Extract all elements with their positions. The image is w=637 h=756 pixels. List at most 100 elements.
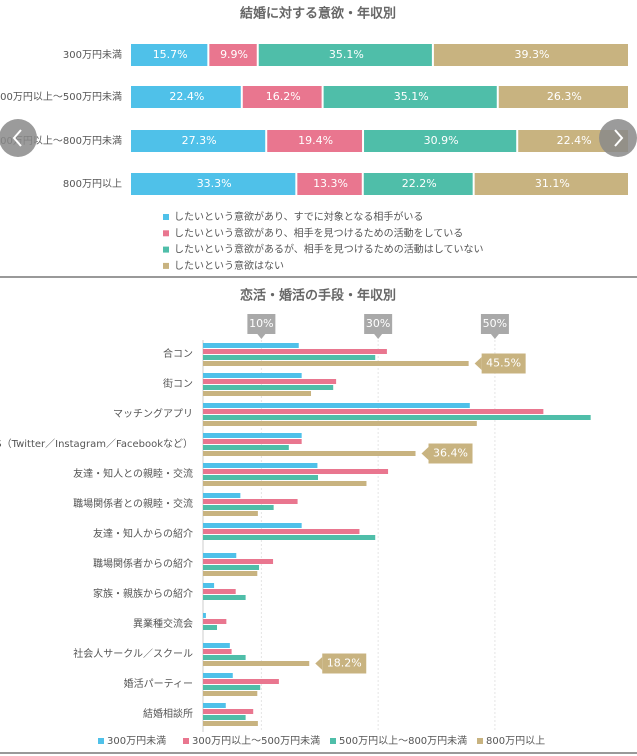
y-tick-label: SNS（Twitter／Instagram／Facebookなど） (0, 438, 193, 450)
bar (203, 625, 218, 630)
legend-label: 800万円以上 (486, 735, 545, 747)
next-button[interactable] (599, 119, 637, 157)
bar (203, 655, 246, 660)
value-label: 45.5% (486, 357, 521, 370)
bar-segment (433, 44, 628, 66)
value-label: 22.4% (169, 90, 204, 103)
bar (203, 373, 302, 378)
value-label: 31.1% (535, 177, 570, 190)
legend-swatch (477, 738, 483, 744)
bar (203, 391, 312, 396)
value-label: 16.2% (266, 90, 301, 103)
x-tick-label: 30% (366, 317, 390, 330)
legend-swatch (183, 738, 189, 744)
bar (203, 439, 302, 444)
y-tick-label: 異業種交流会 (133, 617, 193, 630)
bar (203, 685, 261, 690)
legend-label: 300万円未満 (107, 735, 166, 747)
bar-segment (258, 44, 432, 66)
value-label: 22.4% (557, 134, 592, 147)
value-label: 27.3% (182, 134, 217, 147)
bar (203, 619, 227, 624)
legend-swatch (163, 262, 169, 269)
y-tick-label: 婚活パーティー (124, 677, 193, 690)
bar (203, 553, 237, 558)
value-label: 22.2% (402, 177, 437, 190)
bar (203, 445, 289, 450)
value-label: 13.3% (313, 177, 348, 190)
callout-pointer (315, 657, 323, 670)
bar-segment (363, 173, 473, 195)
y-tick-label: 街コン (163, 377, 193, 390)
y-tick-label: 友達・知人との親睦・交流 (73, 467, 193, 480)
bar (203, 535, 376, 540)
value-label: 15.7% (153, 48, 188, 61)
bar-segment (474, 173, 628, 195)
legend-swatch (98, 738, 104, 744)
bar (203, 403, 470, 408)
bar-segment (209, 44, 257, 66)
value-label: 19.4% (298, 134, 333, 147)
callout-box (481, 353, 526, 374)
bar (203, 703, 226, 708)
bar (203, 559, 274, 564)
bar (203, 721, 258, 726)
legend-swatch (163, 246, 169, 253)
bar-segment (267, 130, 363, 152)
bar (203, 673, 233, 678)
bar-segment (498, 86, 628, 108)
value-label: 33.3% (197, 177, 232, 190)
bar-segment (297, 173, 362, 195)
value-label: 36.4% (433, 447, 468, 460)
y-tick-label: 職場関係者からの紹介 (93, 557, 193, 570)
value-label: 26.3% (547, 90, 582, 103)
bar (203, 355, 376, 360)
bar-segment (323, 86, 497, 108)
y-tick-label: 300万円未満 (63, 49, 122, 61)
y-tick-label: 合コン (163, 347, 193, 360)
bar (203, 583, 215, 588)
callout-box (322, 653, 367, 674)
bar-segment (242, 86, 322, 108)
bar (203, 361, 469, 366)
y-tick-label: 結婚相談所 (143, 707, 193, 720)
x-tick-box (480, 314, 509, 334)
value-label: 35.1% (329, 48, 364, 61)
bar (203, 565, 260, 570)
x-tick-box (247, 314, 276, 334)
bar (203, 379, 337, 384)
legend-label: したいという意欲があるが、相手を見つけるための活動はしていない (174, 243, 484, 256)
bar (203, 415, 591, 420)
bar (203, 595, 246, 600)
legend-swatch (163, 214, 169, 220)
y-tick-label: マッチングアプリ (113, 407, 193, 420)
bar (203, 469, 389, 474)
bar (203, 349, 387, 354)
x-tick-label: 10% (249, 317, 273, 330)
bar (203, 511, 258, 516)
y-tick-label: 友達・知人からの紹介 (93, 527, 193, 540)
callout-pointer (474, 357, 482, 370)
bar (203, 571, 258, 576)
bar (203, 499, 298, 504)
y-tick-label: 職場関係者との親睦・交流 (73, 497, 193, 510)
bar (203, 409, 544, 414)
value-label: 30.9% (424, 134, 459, 147)
callout-box (428, 443, 473, 464)
bar (203, 463, 318, 468)
value-label: 35.1% (394, 90, 429, 103)
bar (203, 643, 230, 648)
bar (203, 475, 319, 480)
x-tick-box (364, 314, 393, 334)
x-tick-mark (490, 334, 499, 339)
bar (203, 529, 360, 534)
chart-title: 結婚に対する意欲・年収別 (240, 6, 396, 22)
bar-segment (364, 130, 517, 152)
prev-button[interactable] (0, 119, 37, 157)
x-tick-label: 50% (483, 317, 507, 330)
bar (203, 523, 302, 528)
bar (203, 385, 334, 390)
legend-label: したいという意欲があり、相手を見つけるための活動をしている (174, 226, 463, 239)
bar (203, 481, 367, 486)
